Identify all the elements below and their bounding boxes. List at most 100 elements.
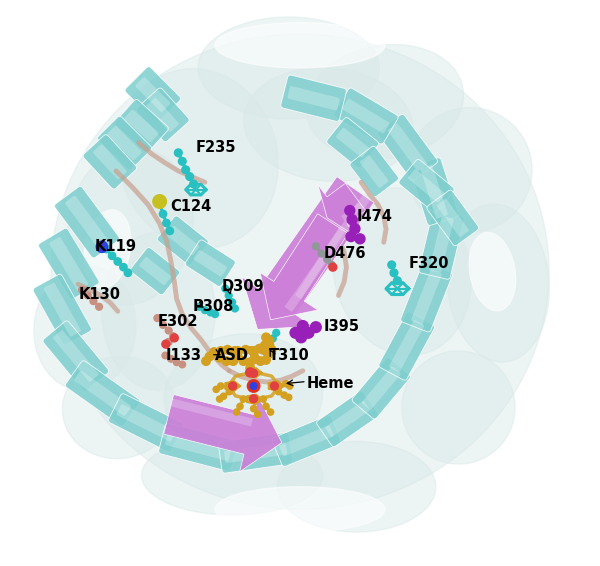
FancyBboxPatch shape xyxy=(136,77,170,112)
FancyBboxPatch shape xyxy=(350,146,398,197)
Text: I474: I474 xyxy=(356,209,392,224)
FancyBboxPatch shape xyxy=(65,361,140,426)
Circle shape xyxy=(271,382,278,390)
Circle shape xyxy=(165,327,172,334)
Circle shape xyxy=(247,380,260,392)
FancyBboxPatch shape xyxy=(185,240,235,286)
Circle shape xyxy=(245,368,255,377)
Circle shape xyxy=(324,256,331,263)
Circle shape xyxy=(276,383,282,389)
FancyBboxPatch shape xyxy=(83,135,137,189)
Circle shape xyxy=(239,357,248,366)
Circle shape xyxy=(229,357,238,366)
Circle shape xyxy=(220,393,227,400)
Circle shape xyxy=(175,149,182,157)
FancyBboxPatch shape xyxy=(159,423,238,471)
Circle shape xyxy=(233,409,240,415)
Circle shape xyxy=(260,344,269,353)
FancyBboxPatch shape xyxy=(224,443,287,463)
Polygon shape xyxy=(170,398,253,426)
FancyBboxPatch shape xyxy=(437,199,469,237)
Text: I395: I395 xyxy=(324,319,360,333)
FancyBboxPatch shape xyxy=(139,257,171,285)
FancyBboxPatch shape xyxy=(379,312,434,380)
Circle shape xyxy=(96,241,107,252)
Text: K130: K130 xyxy=(78,287,120,302)
FancyBboxPatch shape xyxy=(281,75,346,121)
Polygon shape xyxy=(295,228,345,299)
FancyBboxPatch shape xyxy=(74,371,131,416)
Circle shape xyxy=(167,355,174,362)
Circle shape xyxy=(248,346,257,355)
Circle shape xyxy=(103,246,110,252)
Circle shape xyxy=(240,396,247,402)
FancyBboxPatch shape xyxy=(55,186,119,258)
Circle shape xyxy=(286,394,292,401)
Circle shape xyxy=(275,388,281,395)
Circle shape xyxy=(246,363,254,372)
FancyBboxPatch shape xyxy=(107,126,142,160)
Circle shape xyxy=(120,264,127,271)
Circle shape xyxy=(207,309,214,316)
Circle shape xyxy=(225,383,231,389)
Text: F320: F320 xyxy=(409,256,449,271)
Text: D309: D309 xyxy=(222,279,265,294)
Ellipse shape xyxy=(244,68,413,181)
FancyBboxPatch shape xyxy=(317,391,379,447)
Text: P308: P308 xyxy=(193,299,234,314)
Circle shape xyxy=(160,211,167,217)
FancyBboxPatch shape xyxy=(65,196,109,248)
Ellipse shape xyxy=(306,45,464,159)
Circle shape xyxy=(153,195,166,208)
Circle shape xyxy=(264,350,272,359)
Circle shape xyxy=(124,269,131,276)
FancyBboxPatch shape xyxy=(280,426,334,456)
Circle shape xyxy=(215,353,224,362)
FancyBboxPatch shape xyxy=(165,434,231,461)
Circle shape xyxy=(162,340,170,348)
Circle shape xyxy=(388,261,395,269)
Circle shape xyxy=(233,346,242,355)
FancyBboxPatch shape xyxy=(408,169,445,203)
FancyBboxPatch shape xyxy=(146,98,179,132)
Circle shape xyxy=(345,205,355,216)
FancyBboxPatch shape xyxy=(287,86,340,110)
Circle shape xyxy=(165,338,172,345)
Ellipse shape xyxy=(402,351,515,464)
FancyBboxPatch shape xyxy=(362,367,401,410)
Circle shape xyxy=(259,345,268,354)
FancyBboxPatch shape xyxy=(136,88,189,142)
Circle shape xyxy=(226,388,232,395)
Ellipse shape xyxy=(118,68,278,248)
FancyBboxPatch shape xyxy=(43,321,109,391)
FancyBboxPatch shape xyxy=(399,160,454,212)
FancyBboxPatch shape xyxy=(336,128,369,157)
Circle shape xyxy=(283,380,289,387)
Circle shape xyxy=(222,357,230,366)
Circle shape xyxy=(162,352,169,359)
FancyBboxPatch shape xyxy=(157,216,208,265)
FancyBboxPatch shape xyxy=(419,210,464,279)
Circle shape xyxy=(85,292,91,299)
Circle shape xyxy=(350,224,360,234)
FancyBboxPatch shape xyxy=(53,331,98,381)
Circle shape xyxy=(173,359,180,366)
Circle shape xyxy=(156,200,163,207)
Circle shape xyxy=(190,180,197,188)
Circle shape xyxy=(246,358,254,367)
Circle shape xyxy=(250,370,257,377)
Circle shape xyxy=(260,341,269,349)
Ellipse shape xyxy=(198,17,379,119)
Circle shape xyxy=(281,392,287,398)
FancyBboxPatch shape xyxy=(388,123,427,171)
Circle shape xyxy=(154,315,161,321)
Circle shape xyxy=(237,403,243,410)
Polygon shape xyxy=(260,214,348,320)
Circle shape xyxy=(223,345,232,354)
FancyBboxPatch shape xyxy=(124,110,158,142)
Circle shape xyxy=(250,405,257,412)
Circle shape xyxy=(250,353,259,362)
Circle shape xyxy=(265,341,274,349)
Circle shape xyxy=(268,409,274,415)
Circle shape xyxy=(265,336,274,345)
